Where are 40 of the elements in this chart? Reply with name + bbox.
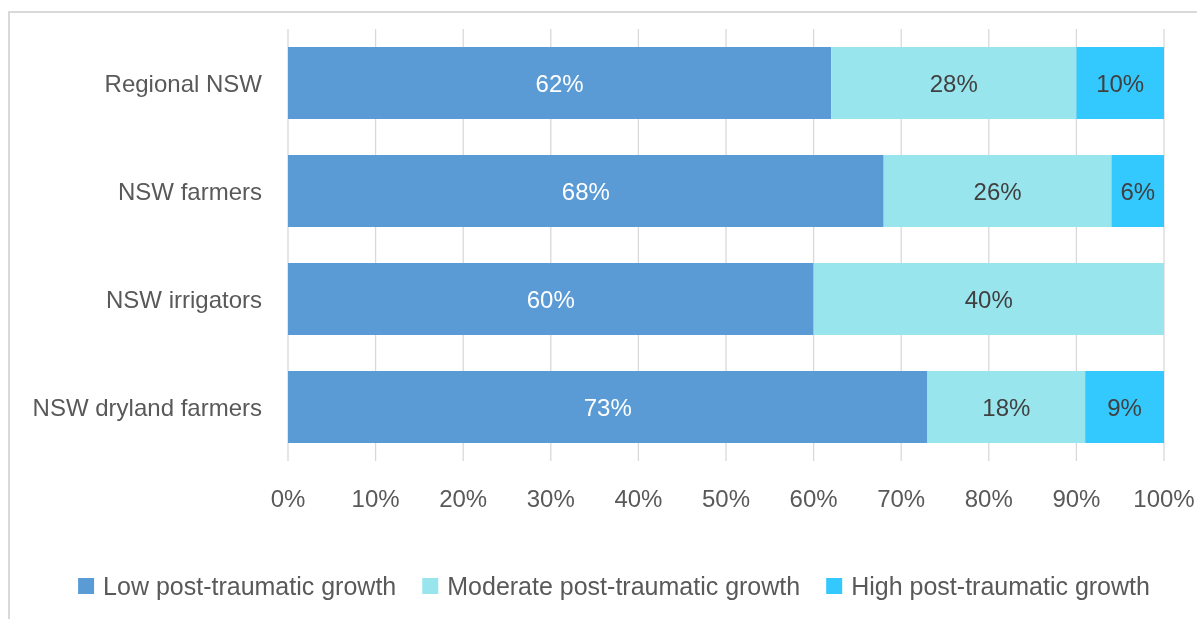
x-tick-label: 80%	[964, 484, 1013, 512]
legend-label: Low post-traumatic growth	[103, 572, 397, 600]
data-label: 18%	[982, 393, 1031, 421]
x-tick-label: 70%	[877, 484, 926, 512]
data-label: 26%	[973, 177, 1022, 205]
x-tick-label: 20%	[439, 484, 488, 512]
x-tick-label: 40%	[614, 484, 663, 512]
bar	[813, 263, 1164, 335]
x-tick-label: 60%	[789, 484, 838, 512]
bar	[927, 371, 1086, 443]
x-tick-label: 100%	[1133, 484, 1195, 512]
bar	[1076, 47, 1164, 119]
data-label: 73%	[583, 393, 632, 421]
data-label: 62%	[535, 69, 584, 97]
bar	[288, 371, 928, 443]
x-tick-label: 0%	[270, 484, 306, 512]
data-label: 28%	[929, 69, 978, 97]
y-tick-label: Regional NSW	[104, 69, 263, 97]
y-tick-label: NSW farmers	[118, 177, 262, 205]
x-tick-label: 10%	[351, 484, 400, 512]
legend-label: Moderate post-traumatic growth	[447, 572, 801, 600]
y-tick-label: NSW dryland farmers	[32, 393, 262, 421]
data-label: 40%	[964, 285, 1013, 313]
x-tick-label: 50%	[701, 484, 751, 512]
bar	[288, 263, 814, 335]
x-tick-label: 30%	[526, 484, 575, 512]
bar	[288, 47, 832, 119]
bar	[831, 47, 1077, 119]
x-tick-label: 90%	[1052, 484, 1101, 512]
data-label: 10%	[1096, 69, 1145, 97]
bar	[1085, 371, 1164, 443]
bar	[1111, 155, 1164, 227]
data-label: 9%	[1107, 393, 1142, 421]
data-label: 68%	[561, 177, 610, 205]
data-label: 6%	[1120, 177, 1156, 205]
legend-label: High post-traumatic growth	[851, 572, 1150, 600]
bar	[883, 155, 1112, 227]
bar	[288, 155, 884, 227]
y-tick-label: NSW irrigators	[105, 285, 262, 313]
data-label: 60%	[526, 285, 575, 313]
